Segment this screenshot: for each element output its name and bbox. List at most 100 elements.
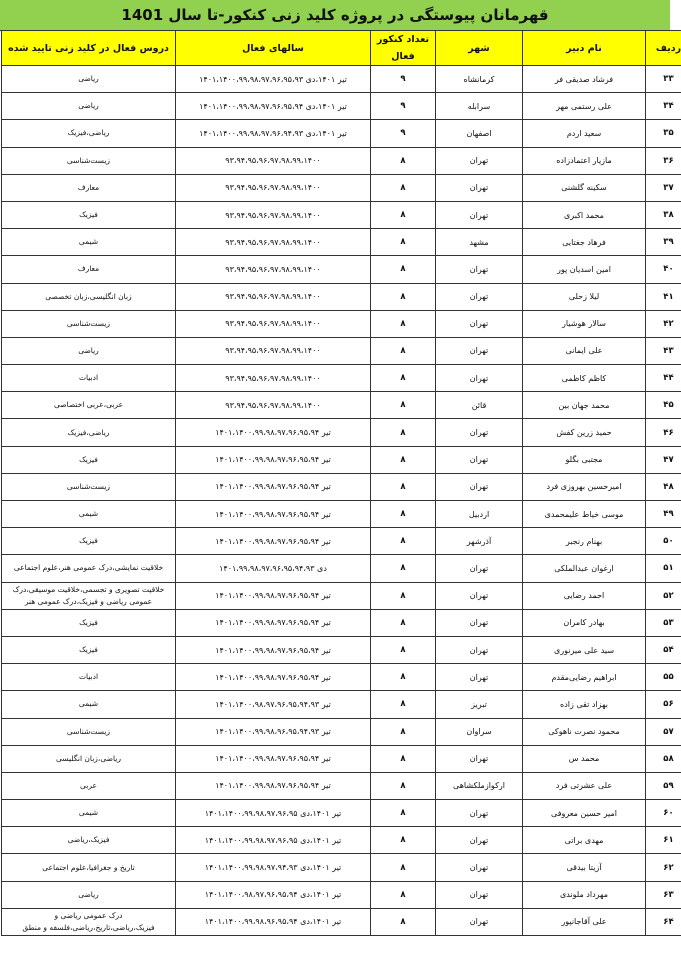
row-number-cell: ۶۱ xyxy=(645,826,681,855)
teacher-name-cell: علی ایمانی xyxy=(522,336,646,366)
city-cell: کرمانشاه xyxy=(435,64,523,94)
teacher-name-cell: علی رستمی مهر xyxy=(522,92,646,121)
teacher-name-cell: ابراهیم رضایی‌مقدم xyxy=(522,663,646,692)
row-number-cell: ۴۸ xyxy=(645,472,681,502)
active-count-cell: ۸ xyxy=(370,173,436,202)
active-years-cell: تیر ۱۴۰۱،۱۴۰۰،۹۹،۹۸،۹۷،۹۶،۹۵،۹۴ xyxy=(175,663,371,692)
teachers-table: ردیف نام دبیر شهر تعداد کنکور فعال سالها… xyxy=(1,30,681,937)
row-number-cell: ۵۹ xyxy=(645,771,681,801)
active-years-cell: تیر ۱۴۰۱،۱۴۰۰،۹۹،۹۸،۹۷،۹۶،۹۵،۹۴ xyxy=(175,744,371,773)
header-city: شهر xyxy=(435,30,523,66)
table-row: ۴۹ موسی خیاط علیمحمدی اردبیل ۸ تیر ۱۴۰۱،۱۴۰۰… xyxy=(1,499,681,529)
teacher-name-cell: سید علی میرنوری xyxy=(522,635,646,665)
teacher-name-cell: حمید زرین کفش xyxy=(522,418,646,447)
subjects-cell: زیست‌شناسی xyxy=(1,717,176,746)
active-count-cell: ۸ xyxy=(370,309,436,338)
active-years-cell: تیر ۱۴۰۱،دی ۱۴۰۱،۱۴۰۰،۹۹،۹۸،۹۷،۹۶،۹۵،۹۴ xyxy=(175,92,371,121)
table-row: ۴۸ امیرحسین بهروزی فرد تهران ۸ تیر ۱۴۰۱،۱۴۰۰… xyxy=(1,472,681,502)
table-row: ۴۱ لیلا زحلی تهران ۸ ۹۳،۹۴،۹۵،۹۶،۹۷،۹۸،۹۹،۱۴… xyxy=(1,282,681,311)
table-row: ۳۳ فرشاد صدیقی فر کرمانشاه ۹ تیر ۱۴۰۱،دی ۱۴۰… xyxy=(1,64,681,94)
row-number-cell: ۳۵ xyxy=(645,119,681,148)
active-count-cell: ۸ xyxy=(370,336,436,366)
table-row: ۵۸ محمد س تهران ۸ تیر ۱۴۰۱،۱۴۰۰،۹۹،۹۸،۹۷،۹۶،… xyxy=(1,744,681,773)
subjects-cell: زبان انگلیسی،زبان تخصصی xyxy=(1,282,176,311)
city-cell: مشهد xyxy=(435,228,523,257)
subjects-cell: عربی xyxy=(1,771,176,801)
city-cell: تهران xyxy=(435,472,523,502)
active-count-cell: ۸ xyxy=(370,228,436,257)
active-count-cell: ۸ xyxy=(370,581,436,610)
active-years-cell: ۹۳،۹۴،۹۵،۹۶،۹۷،۹۸،۹۹،۱۴۰۰ xyxy=(175,364,371,393)
teacher-name-cell: موسی خیاط علیمحمدی xyxy=(522,499,646,529)
active-years-cell: تیر ۱۴۰۱،۱۴۰۰،۹۹،۹۸،۹۶،۹۵،۹۴،۹۳ xyxy=(175,717,371,746)
table-row: ۴۲ سالار هوشیار تهران ۸ ۹۳،۹۴،۹۵،۹۶،۹۷،۹۸،۹۹… xyxy=(1,309,681,338)
active-years-cell: تیر ۱۴۰۱،دی ۱۴۰۱،۱۴۰۰،۹۸،۹۷،۹۶،۹۵،۹۴ xyxy=(175,880,371,909)
active-count-cell: ۸ xyxy=(370,853,436,882)
city-cell: اصفهان xyxy=(435,119,523,148)
row-number-cell: ۵۷ xyxy=(645,717,681,746)
city-cell: تهران xyxy=(435,880,523,909)
table-row: ۳۵ سعید اردم اصفهان ۹ تیر ۱۴۰۱،دی ۱۴۰۱،۱۴۰۰،… xyxy=(1,119,681,148)
active-count-cell: ۸ xyxy=(370,799,436,828)
row-number-cell: ۳۳ xyxy=(645,64,681,94)
subjects-cell: فیزیک،ریاضی xyxy=(1,826,176,855)
city-cell: تهران xyxy=(435,663,523,692)
row-number-cell: ۵۱ xyxy=(645,554,681,583)
active-count-cell: ۸ xyxy=(370,146,436,175)
active-count-cell: ۸ xyxy=(370,826,436,855)
table-row: ۳۴ علی رستمی مهر سرابله ۹ تیر ۱۴۰۱،دی ۱۴۰۱،۱… xyxy=(1,92,681,121)
active-count-cell: ۸ xyxy=(370,717,436,746)
active-years-cell: تیر ۱۴۰۱،۱۴۰۰،۹۹،۹۸،۹۷،۹۶،۹۵،۹۴ xyxy=(175,445,371,474)
city-cell: تهران xyxy=(435,364,523,393)
city-cell: تهران xyxy=(435,608,523,637)
table-row: ۶۱ مهدی براتی تهران ۸ تیر ۱۴۰۱،دی ۱۴۰۱،۱۴۰۰،… xyxy=(1,826,681,855)
table-row: ۶۳ مهرداد ملوندی تهران ۸ تیر ۱۴۰۱،دی ۱۴۰۱،۱۴… xyxy=(1,880,681,909)
active-count-cell: ۸ xyxy=(370,690,436,719)
subjects-cell: شیمی xyxy=(1,228,176,257)
row-number-cell: ۳۸ xyxy=(645,200,681,230)
active-count-cell: ۸ xyxy=(370,418,436,447)
active-count-cell: ۸ xyxy=(370,907,436,937)
active-count-cell: ۸ xyxy=(370,499,436,529)
city-cell: اردبیل xyxy=(435,499,523,529)
city-cell: تهران xyxy=(435,635,523,665)
active-count-cell: ۸ xyxy=(370,608,436,637)
city-cell: تبریز xyxy=(435,690,523,719)
city-cell: تهران xyxy=(435,418,523,447)
table-row: ۵۶ بهزاد تقی زاده تبریز ۸ تیر ۱۴۰۱،۱۴۰۰،۹۸،۹… xyxy=(1,690,681,719)
city-cell: تهران xyxy=(435,744,523,773)
teacher-name-cell: کاظم کاظمی xyxy=(522,364,646,393)
subjects-cell: زیست‌شناسی xyxy=(1,146,176,175)
city-cell: تهران xyxy=(435,445,523,474)
teacher-name-cell: سالار هوشیار xyxy=(522,309,646,338)
row-number-cell: ۶۴ xyxy=(645,907,681,937)
active-years-cell: تیر ۱۴۰۱،دی ۱۴۰۱،۱۴۰۰،۹۹،۹۸،۹۷،۹۶،۹۵،۹۳ xyxy=(175,64,371,94)
row-number-cell: ۴۰ xyxy=(645,255,681,284)
table-row: ۶۴ علی آقاجانپور تهران ۸ تیر ۱۴۰۱،دی ۱۴۰۱،۱۴… xyxy=(1,907,681,937)
active-years-cell: ۹۳،۹۴،۹۵،۹۶،۹۷،۹۸،۹۹،۱۴۰۰ xyxy=(175,336,371,366)
active-years-cell: ۹۳،۹۴،۹۵،۹۶،۹۷،۹۸،۹۹،۱۴۰۰ xyxy=(175,146,371,175)
teacher-name-cell: لیلا زحلی xyxy=(522,282,646,311)
teacher-name-cell: احمد رضایی xyxy=(522,581,646,610)
row-number-cell: ۶۲ xyxy=(645,853,681,882)
header-teacher-name: نام دبیر xyxy=(522,30,646,66)
subjects-cell: زیست‌شناسی xyxy=(1,309,176,338)
row-number-cell: ۳۹ xyxy=(645,228,681,257)
subjects-cell: معارف xyxy=(1,255,176,284)
header-row: ردیف نام دبیر شهر تعداد کنکور فعال سالها… xyxy=(1,30,681,66)
city-cell: تهران xyxy=(435,173,523,202)
active-years-cell: تیر ۱۴۰۱،۱۴۰۰،۹۹،۹۸،۹۷،۹۶،۹۵،۹۴ xyxy=(175,771,371,801)
active-years-cell: ۹۳،۹۴،۹۵،۹۶،۹۷،۹۸،۹۹،۱۴۰۰ xyxy=(175,391,371,420)
table-row: ۵۷ محمود نصرت ناهوکی سراوان ۸ تیر ۱۴۰۱،۱۴۰۰،… xyxy=(1,717,681,746)
active-years-cell: تیر ۱۴۰۱،۱۴۰۰،۹۸،۹۷،۹۶،۹۵،۹۴،۹۳ xyxy=(175,690,371,719)
active-years-cell: ۹۳،۹۴،۹۵،۹۶،۹۷،۹۸،۹۹،۱۴۰۰ xyxy=(175,228,371,257)
teacher-name-cell: سعید اردم xyxy=(522,119,646,148)
active-years-cell: تیر ۱۴۰۱،دی ۱۴۰۱،۱۴۰۰،۹۹،۹۸،۹۶،۹۵،۹۴ xyxy=(175,907,371,937)
active-count-cell: ۸ xyxy=(370,200,436,230)
table-row: ۶۲ آزیتا بیدقی تهران ۸ تیر ۱۴۰۱،دی ۱۴۰۱،۱۴۰۰… xyxy=(1,853,681,882)
teacher-name-cell: محمد س xyxy=(522,744,646,773)
subjects-cell: ریاضی xyxy=(1,336,176,366)
table-row: ۵۳ بهادر کامران تهران ۸ تیر ۱۴۰۱،۱۴۰۰،۹۹،۹۸،… xyxy=(1,608,681,637)
city-cell: تهران xyxy=(435,146,523,175)
row-number-cell: ۵۵ xyxy=(645,663,681,692)
